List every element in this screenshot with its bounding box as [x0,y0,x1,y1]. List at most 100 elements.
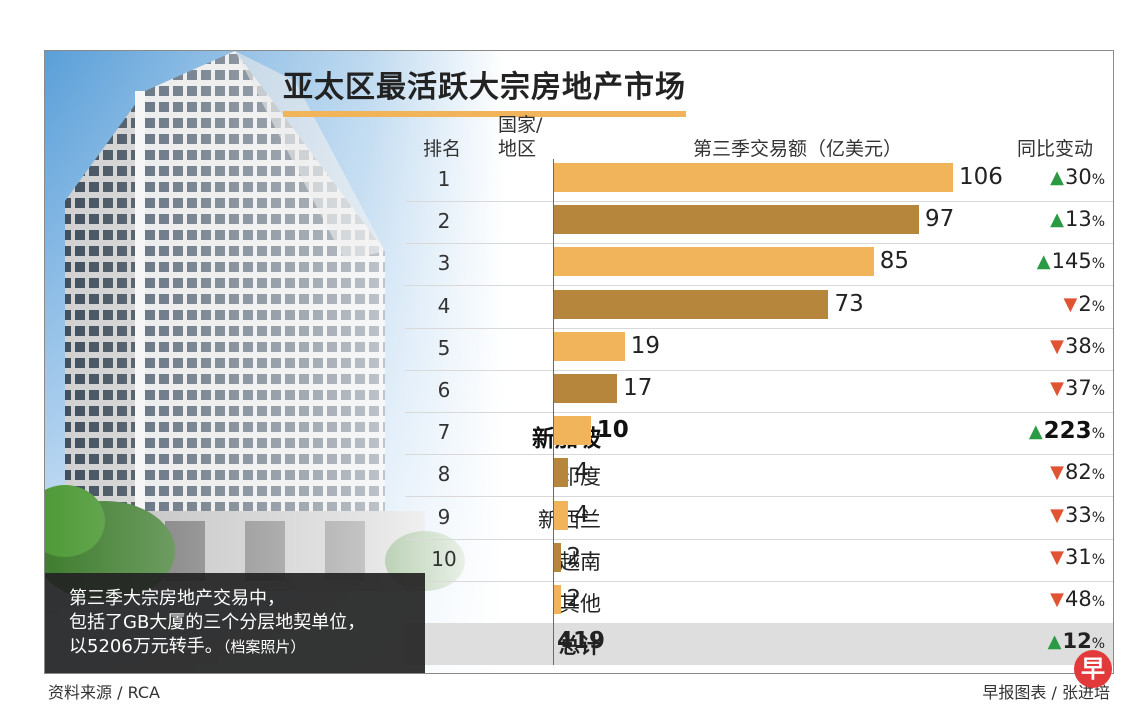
header-change: 同比变动 [1017,138,1094,160]
table-row: 4日本73▼2% [405,286,1113,329]
data-label: 19 [630,332,660,359]
zaobao-logo: 早 [1074,650,1112,688]
row-rank: 9 [437,504,451,529]
bar [553,542,561,572]
data-label: 73 [834,290,864,317]
bar [553,374,618,403]
bar [553,585,561,614]
header-value: 第三季交易额（亿美元） [693,138,903,160]
bar [553,416,591,446]
infographic-frame: 亚太区最活跃大宗房地产市场 排名 国家/ 地区 第三季交易额（亿美元） 同比变动… [44,50,1114,674]
table-row: 8 印度 4 ▼82% [405,454,1113,498]
down-arrow-icon: ▼ [1063,293,1078,315]
change-percent-sign: % [1091,594,1105,610]
row-change: ▼31% [1013,545,1105,569]
row-rank: 4 [437,293,451,318]
change-value: 31 [1064,544,1092,569]
change-value: 33 [1064,502,1092,527]
change-percent-sign: % [1091,172,1105,188]
caption-line-3-text: 以5206万元转手。 [69,636,223,657]
caption-line-1: 第三季大宗房地产交易中， [69,588,285,609]
source-note: 资料来源 / RCA [48,683,161,702]
change-value: 2 [1078,291,1092,316]
credit-note: 早报图表 / 张进培 [982,683,1110,702]
change-value: 145 [1051,249,1092,274]
photo-caption: 第三季大宗房地产交易中， 包括了GB大厦的三个分层地契单位， 以5206万元转手… [45,573,425,673]
table-row: 9 新西兰 4 ▼33% [405,497,1113,540]
bar [553,289,829,319]
caption-line-3: 以5206万元转手。（档案照片） [69,635,425,659]
row-change: ▼82% [1013,460,1105,484]
change-percent-sign: % [1091,256,1105,273]
change-percent-sign: % [1091,426,1105,443]
row-region: 其他 [559,592,601,616]
change-value: 13 [1064,207,1092,232]
change-value: 30 [1064,165,1092,189]
up-arrow-icon: ▲ [1036,251,1051,273]
row-rank: 8 [437,462,451,487]
chart-title: 亚太区最活跃大宗房地产市场 [283,69,686,117]
bar [553,247,874,277]
row-rank: 10 [431,546,457,571]
row-change: ▲13% [1013,207,1105,231]
change-percent-sign: % [1091,636,1105,653]
data-label: 2 [566,586,582,612]
caption-note: （档案照片） [222,638,306,656]
change-value: 48 [1064,587,1092,611]
row-change: ▼48% [1013,587,1105,611]
row-change: ▲223% [1013,418,1105,444]
building-photo [45,51,505,673]
down-arrow-icon: ▼ [1050,589,1064,610]
down-arrow-icon: ▼ [1050,335,1064,357]
bar-axis-line [553,159,554,665]
row-rank: 2 [437,209,451,234]
row-change: ▲30% [1013,165,1105,189]
change-value: 38 [1064,333,1092,358]
data-label: 2 [566,543,582,570]
bar [553,500,569,530]
header-region-line2: 地区 [498,138,537,160]
row-rank: 3 [437,251,451,276]
down-arrow-icon: ▼ [1050,546,1064,568]
up-arrow-icon: ▲ [1050,209,1064,231]
table-row: 5香港19▼38% [405,328,1113,371]
table-row: 7新加坡10▲223% [405,412,1113,456]
table-row: 1韩国106▲30% [405,159,1113,202]
row-region: 新西兰 [538,507,601,532]
data-label: 10 [596,417,629,444]
down-arrow-icon: ▼ [1050,462,1064,484]
row-rank: 5 [437,335,451,360]
data-label: 97 [925,206,955,233]
change-percent-sign: % [1091,383,1105,399]
change-percent-sign: % [1091,551,1105,568]
header-rank: 排名 [423,138,462,160]
change-value: 37 [1064,376,1092,400]
change-value: 82 [1064,460,1092,485]
row-change: ▼38% [1013,334,1105,358]
bar [553,331,625,361]
row-region: 总计 [559,634,601,659]
table-row: 其他 2 ▼48% [405,581,1113,624]
down-arrow-icon: ▼ [1050,504,1064,526]
table-row: 2中国97▲13% [405,201,1113,245]
row-change: ▼2% [1013,292,1105,316]
row-rank: 6 [437,378,451,402]
row-region: 越南 [559,549,601,574]
row-change: ▼33% [1013,503,1105,527]
data-label: 85 [879,248,910,275]
down-arrow-icon: ▼ [1050,378,1064,399]
change-value: 223 [1043,418,1092,445]
data-label: 419 [557,628,606,655]
row-change: ▼37% [1013,376,1105,400]
row-change: ▲12% [1013,629,1105,653]
up-arrow-icon: ▲ [1050,167,1064,188]
caption-line-2: 包括了GB大厦的三个分层地契单位， [69,612,366,633]
total-row: 总计 419 ▲12% [405,623,1113,666]
change-percent-sign: % [1091,340,1105,357]
row-rank: 1 [437,167,451,191]
up-arrow-icon: ▲ [1028,421,1043,443]
header-region-line1: 国家/ [498,114,543,136]
data-label: 17 [623,375,653,401]
table-row: 3澳洲85▲145% [405,243,1113,287]
row-rank: 7 [437,420,451,445]
